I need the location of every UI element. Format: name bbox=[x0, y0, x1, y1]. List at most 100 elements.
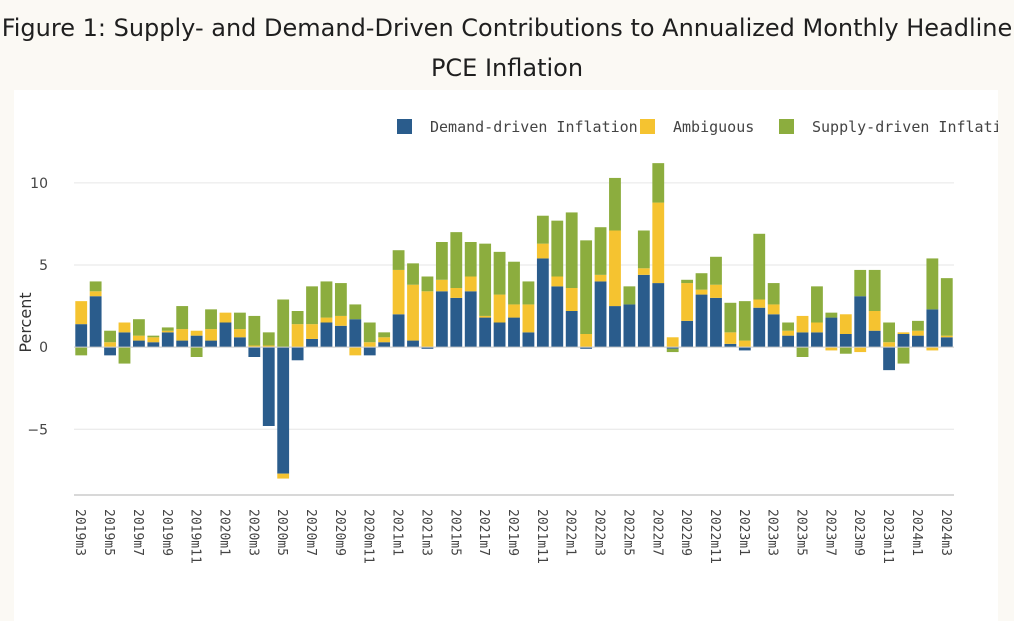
bar-supply-driven-inflation-2021m11[interactable] bbox=[536, 215, 549, 244]
bar-demand-driven-inflation-2019m4[interactable] bbox=[89, 296, 102, 348]
bar-ambiguous-2020m7[interactable] bbox=[306, 324, 318, 339]
bar-ambiguous-2021m12[interactable] bbox=[551, 276, 564, 287]
bar-demand-driven-inflation-2019m8[interactable] bbox=[147, 342, 160, 348]
bar-supply-driven-inflation-2021m8[interactable] bbox=[493, 251, 506, 295]
bar-ambiguous-2021m3[interactable] bbox=[421, 291, 434, 348]
bar-demand-driven-inflation-2021m11[interactable] bbox=[536, 258, 549, 348]
bar-ambiguous-2021m4[interactable] bbox=[435, 279, 448, 292]
bar-demand-driven-inflation-2021m1[interactable] bbox=[392, 314, 405, 348]
bar-demand-driven-inflation-2021m4[interactable] bbox=[435, 291, 448, 348]
bar-ambiguous-2023m8[interactable] bbox=[839, 314, 852, 334]
bar-ambiguous-2021m5[interactable] bbox=[450, 288, 463, 298]
bar-ambiguous-2021m6[interactable] bbox=[464, 276, 477, 292]
bar-ambiguous-2022m6[interactable] bbox=[637, 268, 650, 275]
bar-demand-driven-inflation-2022m11[interactable] bbox=[710, 297, 722, 348]
bar-demand-driven-inflation-2023m3[interactable] bbox=[767, 314, 780, 348]
bar-supply-driven-inflation-2022m2[interactable] bbox=[580, 240, 593, 334]
bar-supply-driven-inflation-2021m5[interactable] bbox=[450, 232, 463, 288]
bar-supply-driven-inflation-2022m5[interactable] bbox=[623, 286, 636, 305]
bar-ambiguous-2021m10[interactable] bbox=[522, 304, 535, 333]
bar-supply-driven-inflation-2020m12[interactable] bbox=[378, 332, 391, 338]
bar-ambiguous-2021m7[interactable] bbox=[479, 315, 492, 318]
bar-supply-driven-inflation-2023m7[interactable] bbox=[825, 312, 838, 318]
bar-ambiguous-2023m11[interactable] bbox=[883, 342, 895, 348]
bar-ambiguous-2019m6[interactable] bbox=[118, 322, 131, 333]
bar-supply-driven-inflation-2023m6[interactable] bbox=[811, 286, 823, 323]
bar-ambiguous-2021m1[interactable] bbox=[392, 269, 405, 315]
bar-supply-driven-inflation-2022m10[interactable] bbox=[695, 273, 708, 290]
bar-ambiguous-2020m8[interactable] bbox=[320, 317, 333, 323]
bar-demand-driven-inflation-2022m9[interactable] bbox=[681, 320, 694, 348]
bar-demand-driven-inflation-2019m10[interactable] bbox=[176, 340, 189, 348]
bar-ambiguous-2023m4[interactable] bbox=[782, 330, 795, 336]
bar-demand-driven-inflation-2023m4[interactable] bbox=[782, 335, 795, 348]
bar-supply-driven-inflation-2023m3[interactable] bbox=[767, 283, 780, 305]
bar-supply-driven-inflation-2024m2[interactable] bbox=[926, 258, 939, 310]
bar-demand-driven-inflation-2020m2[interactable] bbox=[233, 337, 246, 348]
bar-demand-driven-inflation-2024m1[interactable] bbox=[912, 335, 924, 348]
bar-demand-driven-inflation-2019m6[interactable] bbox=[118, 332, 131, 348]
bar-supply-driven-inflation-2022m7[interactable] bbox=[652, 163, 665, 203]
bar-demand-driven-inflation-2022m4[interactable] bbox=[609, 306, 621, 348]
bar-ambiguous-2019m4[interactable] bbox=[89, 291, 102, 297]
bar-demand-driven-inflation-2020m5[interactable] bbox=[277, 347, 290, 474]
bar-ambiguous-2020m2[interactable] bbox=[233, 329, 246, 338]
bar-demand-driven-inflation-2020m9[interactable] bbox=[334, 325, 347, 348]
bar-supply-driven-inflation-2022m8[interactable] bbox=[666, 348, 679, 353]
bar-ambiguous-2023m6[interactable] bbox=[811, 322, 823, 333]
bar-ambiguous-2020m10[interactable] bbox=[349, 347, 362, 356]
bar-demand-driven-inflation-2021m2[interactable] bbox=[407, 340, 419, 348]
bar-supply-driven-inflation-2023m10[interactable] bbox=[868, 269, 881, 311]
bar-supply-driven-inflation-2021m10[interactable] bbox=[522, 281, 535, 305]
bar-demand-driven-inflation-2021m7[interactable] bbox=[479, 317, 492, 348]
bar-demand-driven-inflation-2019m11[interactable] bbox=[190, 335, 203, 348]
bar-ambiguous-2022m4[interactable] bbox=[609, 230, 621, 307]
bar-supply-driven-inflation-2019m7[interactable] bbox=[133, 319, 145, 336]
bar-demand-driven-inflation-2022m8[interactable] bbox=[666, 347, 679, 349]
bar-ambiguous-2022m8[interactable] bbox=[666, 337, 679, 348]
bar-ambiguous-2021m2[interactable] bbox=[407, 284, 419, 341]
bar-demand-driven-inflation-2023m5[interactable] bbox=[796, 332, 809, 348]
bar-ambiguous-2021m11[interactable] bbox=[536, 243, 549, 259]
bar-supply-driven-inflation-2022m12[interactable] bbox=[724, 302, 737, 333]
bar-ambiguous-2019m8[interactable] bbox=[147, 337, 160, 343]
legend-label-demand-driven-inflation[interactable]: Demand-driven Inflation bbox=[430, 118, 638, 136]
bar-demand-driven-inflation-2019m5[interactable] bbox=[104, 347, 116, 356]
bar-ambiguous-2019m3[interactable] bbox=[75, 301, 88, 325]
bar-supply-driven-inflation-2023m1[interactable] bbox=[738, 301, 751, 341]
bar-supply-driven-inflation-2020m4[interactable] bbox=[262, 332, 275, 346]
bar-supply-driven-inflation-2022m6[interactable] bbox=[637, 230, 650, 269]
bar-demand-driven-inflation-2022m3[interactable] bbox=[594, 281, 607, 348]
bar-demand-driven-inflation-2022m2[interactable] bbox=[580, 347, 593, 349]
bar-demand-driven-inflation-2023m6[interactable] bbox=[811, 332, 823, 348]
bar-supply-driven-inflation-2023m11[interactable] bbox=[883, 322, 895, 343]
bar-demand-driven-inflation-2020m6[interactable] bbox=[291, 347, 304, 361]
bar-demand-driven-inflation-2023m12[interactable] bbox=[897, 334, 910, 348]
bar-supply-driven-inflation-2021m6[interactable] bbox=[464, 242, 477, 277]
bar-supply-driven-inflation-2020m10[interactable] bbox=[349, 304, 362, 320]
bar-ambiguous-2020m11[interactable] bbox=[363, 342, 376, 348]
bar-ambiguous-2019m12[interactable] bbox=[205, 329, 217, 341]
bar-ambiguous-2023m12[interactable] bbox=[897, 332, 910, 334]
bar-supply-driven-inflation-2020m8[interactable] bbox=[320, 281, 333, 318]
bar-supply-driven-inflation-2020m2[interactable] bbox=[233, 312, 246, 330]
bar-demand-driven-inflation-2022m12[interactable] bbox=[724, 343, 737, 348]
bar-supply-driven-inflation-2021m7[interactable] bbox=[479, 243, 492, 316]
bar-demand-driven-inflation-2024m2[interactable] bbox=[926, 309, 939, 348]
bar-ambiguous-2022m10[interactable] bbox=[695, 289, 708, 295]
bar-supply-driven-inflation-2021m1[interactable] bbox=[392, 250, 405, 270]
bar-ambiguous-2023m1[interactable] bbox=[738, 340, 751, 348]
bar-ambiguous-2022m2[interactable] bbox=[580, 334, 593, 348]
bar-supply-driven-inflation-2021m3[interactable] bbox=[421, 276, 434, 292]
bar-supply-driven-inflation-2020m3[interactable] bbox=[248, 315, 261, 346]
bar-demand-driven-inflation-2021m5[interactable] bbox=[450, 297, 463, 348]
bar-ambiguous-2021m9[interactable] bbox=[508, 304, 520, 318]
bar-supply-driven-inflation-2023m12[interactable] bbox=[897, 347, 910, 364]
bar-supply-driven-inflation-2022m1[interactable] bbox=[565, 212, 578, 288]
bar-ambiguous-2024m3[interactable] bbox=[940, 335, 953, 338]
bar-supply-driven-inflation-2020m7[interactable] bbox=[306, 286, 318, 325]
bar-supply-driven-inflation-2019m11[interactable] bbox=[190, 347, 203, 357]
bar-demand-driven-inflation-2021m6[interactable] bbox=[464, 291, 477, 348]
bar-supply-driven-inflation-2023m4[interactable] bbox=[782, 322, 795, 331]
bar-demand-driven-inflation-2024m3[interactable] bbox=[940, 337, 953, 348]
